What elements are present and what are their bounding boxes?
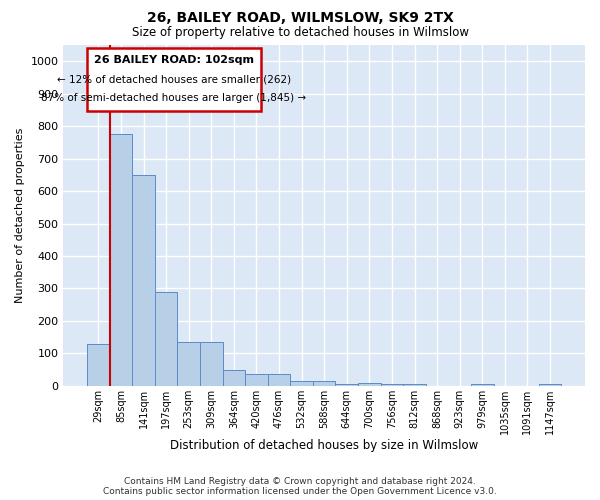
Bar xyxy=(539,384,561,386)
Bar xyxy=(132,175,155,386)
Text: 87% of semi-detached houses are larger (1,845) →: 87% of semi-detached houses are larger (… xyxy=(41,93,307,103)
FancyBboxPatch shape xyxy=(87,48,261,110)
Bar xyxy=(223,370,245,386)
Bar xyxy=(200,342,223,386)
X-axis label: Distribution of detached houses by size in Wilmslow: Distribution of detached houses by size … xyxy=(170,440,478,452)
Text: 26, BAILEY ROAD, WILMSLOW, SK9 2TX: 26, BAILEY ROAD, WILMSLOW, SK9 2TX xyxy=(146,11,454,25)
Bar xyxy=(471,384,494,386)
Text: Contains HM Land Registry data © Crown copyright and database right 2024.: Contains HM Land Registry data © Crown c… xyxy=(124,478,476,486)
Text: 26 BAILEY ROAD: 102sqm: 26 BAILEY ROAD: 102sqm xyxy=(94,55,254,65)
Bar xyxy=(110,134,132,386)
Bar xyxy=(178,342,200,386)
Bar xyxy=(380,384,403,386)
Text: Contains public sector information licensed under the Open Government Licence v3: Contains public sector information licen… xyxy=(103,487,497,496)
Bar xyxy=(290,381,313,386)
Bar xyxy=(313,381,335,386)
Text: Size of property relative to detached houses in Wilmslow: Size of property relative to detached ho… xyxy=(131,26,469,39)
Bar xyxy=(155,292,178,386)
Y-axis label: Number of detached properties: Number of detached properties xyxy=(15,128,25,303)
Bar xyxy=(268,374,290,386)
Bar xyxy=(245,374,268,386)
Text: ← 12% of detached houses are smaller (262): ← 12% of detached houses are smaller (26… xyxy=(57,74,291,84)
Bar xyxy=(87,344,110,386)
Bar xyxy=(358,382,380,386)
Bar xyxy=(403,384,426,386)
Bar xyxy=(335,384,358,386)
